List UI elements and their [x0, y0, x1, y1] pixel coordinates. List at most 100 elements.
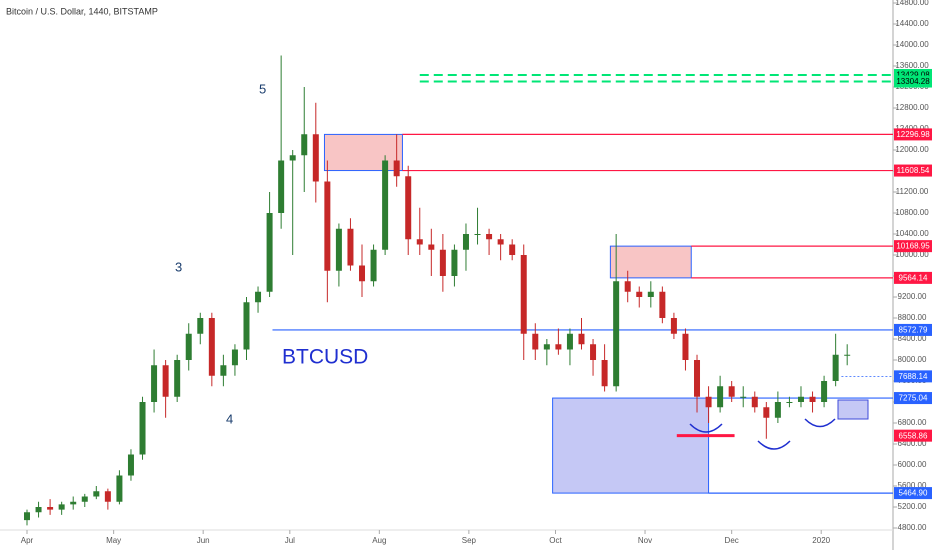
candle-body: [717, 386, 724, 408]
arc: [804, 418, 836, 428]
price-badge: [894, 487, 932, 500]
chart-title: Bitcoin / U.S. Dollar, 1440, BITSTAMP: [6, 6, 158, 16]
candle-body: [647, 291, 654, 297]
y-tick-label: 6400.00: [898, 439, 927, 448]
candle-body: [35, 507, 42, 513]
candle-body: [139, 402, 146, 455]
candle-body: [601, 360, 608, 387]
y-tick-label: 12800.00: [895, 103, 929, 112]
projection-box: [837, 399, 869, 420]
candle-body: [428, 244, 435, 250]
candle-body: [809, 396, 816, 402]
candle-body: [566, 333, 573, 350]
candle-body: [197, 318, 204, 334]
candle-body: [347, 228, 354, 266]
candle-body: [185, 333, 192, 360]
candle-body: [624, 281, 631, 292]
candle-body: [255, 291, 262, 303]
candle-body: [844, 354, 851, 356]
candle-body: [104, 491, 111, 502]
x-tick-label: Jun: [197, 536, 210, 545]
price-badge-label: 5464.90: [899, 489, 928, 498]
x-tick-label: Nov: [638, 536, 652, 545]
candle-body: [208, 318, 215, 376]
y-tick-label: 10800.00: [895, 208, 929, 217]
candle-body: [590, 344, 597, 360]
candle-body: [751, 396, 758, 408]
candle-body: [462, 234, 469, 250]
zone: [323, 133, 403, 172]
candle-body: [289, 155, 296, 161]
price-badge-label: 8572.79: [899, 326, 928, 335]
candle-body: [151, 365, 158, 402]
candle-body: [474, 234, 481, 235]
candle-body: [359, 265, 366, 282]
price-badge-label: 6558.86: [899, 431, 928, 440]
candle-body: [382, 160, 389, 250]
wave-label: 3: [175, 259, 182, 274]
candle-body: [613, 281, 620, 387]
candle-body: [532, 333, 539, 350]
price-badge-label: 7688.14: [899, 372, 928, 381]
x-tick-label: Oct: [549, 536, 562, 545]
candle-body: [324, 181, 331, 271]
candle-body: [220, 365, 227, 376]
zone: [609, 245, 692, 279]
candle-body: [543, 344, 550, 350]
y-tick-label: 8800.00: [898, 313, 927, 322]
candle-body: [312, 134, 319, 182]
price-badge-label: 11608.54: [897, 166, 930, 175]
candle-body: [555, 344, 562, 350]
candle-body: [682, 333, 689, 360]
candle-body: [832, 354, 839, 381]
x-tick-label: Aug: [372, 536, 386, 545]
candle-body: [578, 333, 585, 345]
price-badge-label: 10168.95: [896, 242, 930, 251]
x-tick-label: Dec: [725, 536, 739, 545]
candle-body: [509, 244, 516, 255]
candle-body: [821, 381, 828, 402]
y-tick-label: 5600.00: [898, 481, 927, 490]
y-tick-label: 14800.00: [895, 0, 929, 7]
price-badge-label: 13429.08: [896, 71, 930, 80]
candle-body: [486, 234, 493, 240]
x-tick-label: Sep: [462, 536, 477, 545]
y-tick-label: 9200.00: [898, 292, 927, 301]
y-tick-label: 10000.00: [895, 250, 929, 259]
candle-body: [740, 396, 747, 398]
candle-body: [774, 402, 781, 418]
candle-body: [243, 302, 250, 350]
zone: [552, 397, 710, 494]
candle-body: [127, 454, 134, 476]
candle-body: [670, 318, 677, 334]
candle-body: [278, 160, 285, 213]
y-tick-label: 12000.00: [895, 145, 929, 154]
y-tick-label: 14000.00: [895, 40, 929, 49]
candle-body: [58, 504, 65, 510]
price-badge-label: 13304.28: [896, 77, 930, 86]
price-badge-label: 12296.98: [896, 130, 930, 139]
y-tick-label: 5200.00: [898, 502, 927, 511]
candle-body: [24, 512, 30, 521]
candle-body: [786, 402, 793, 403]
price-badge: [894, 323, 932, 336]
price-badge: [894, 128, 932, 141]
candle-body: [301, 134, 308, 156]
price-badge-label: 9564.14: [899, 273, 928, 282]
price-badge: [894, 75, 932, 88]
candle-body: [81, 496, 88, 502]
symbol-label: BTCUSD: [282, 346, 368, 369]
price-badge-label: 7275.04: [899, 394, 928, 403]
candle-body: [520, 255, 527, 334]
candle-body: [335, 228, 342, 271]
price-badge: [894, 429, 932, 442]
y-tick-label: 8000.00: [898, 355, 927, 364]
candle-body: [797, 396, 804, 402]
y-tick-label: 14400.00: [895, 19, 929, 28]
x-tick-label: Jul: [285, 536, 295, 545]
candle-body: [659, 291, 666, 318]
candle-body: [47, 507, 54, 510]
candle-body: [705, 396, 712, 408]
candle-body: [405, 176, 412, 240]
